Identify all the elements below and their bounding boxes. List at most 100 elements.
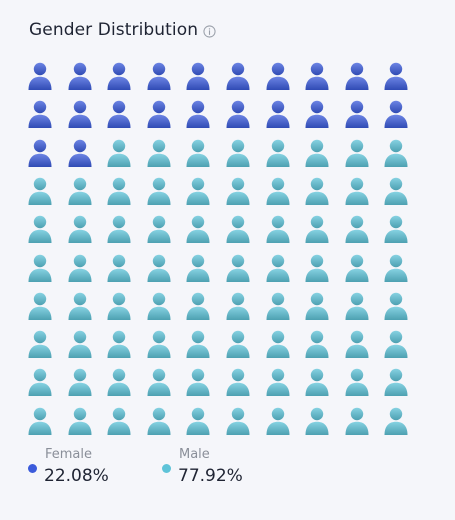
person-icon-male — [68, 407, 92, 435]
person-icon-male — [345, 292, 369, 320]
person-icon-male — [226, 330, 250, 359]
person-icon-male — [266, 369, 290, 397]
male-legend-dot — [162, 464, 171, 473]
person-icon-male — [107, 177, 131, 205]
person-icon-male — [107, 369, 131, 397]
person-icon-male — [68, 369, 92, 397]
person-icon-female — [226, 101, 250, 129]
person-icon-male — [186, 330, 210, 359]
person-icon-female — [305, 101, 329, 129]
person-icon-male — [305, 139, 329, 167]
person-icon-male — [147, 369, 171, 397]
person-icon-male — [384, 215, 408, 244]
person-icon-male — [28, 177, 52, 205]
person-icon-male — [226, 215, 250, 244]
person-icon-male — [186, 177, 210, 205]
person-icon-female — [226, 62, 250, 90]
person-icon-male — [68, 330, 92, 359]
female-legend-dot — [28, 464, 37, 473]
person-icon-male — [107, 215, 131, 244]
person-icon-male — [226, 177, 250, 205]
person-icon-male — [345, 407, 369, 435]
person-icon-male — [147, 407, 171, 435]
person-icon-male — [384, 254, 408, 282]
person-icon-male — [226, 139, 250, 167]
person-icon-female — [28, 139, 52, 167]
info-circle-icon[interactable] — [203, 24, 216, 38]
person-icon-male — [226, 369, 250, 397]
person-icon-male — [147, 139, 171, 167]
person-icon-male — [266, 330, 290, 359]
person-icon-male — [345, 177, 369, 205]
person-icon-female — [186, 101, 210, 129]
person-icon-male — [28, 292, 52, 320]
person-icon-female — [266, 62, 290, 90]
person-icon-female — [68, 139, 92, 167]
person-icon-male — [266, 177, 290, 205]
person-icon-male — [226, 292, 250, 320]
person-icon-male — [345, 215, 369, 244]
person-icon-female — [305, 62, 329, 90]
person-icon-male — [28, 215, 52, 244]
person-icon-female — [147, 62, 171, 90]
person-icon-female — [384, 62, 408, 90]
person-icon-male — [68, 254, 92, 282]
person-icon-female — [68, 101, 92, 129]
person-icon-male — [107, 330, 131, 359]
person-icon-male — [226, 254, 250, 282]
female-legend-value: 22.08% — [44, 466, 109, 486]
person-icon-male — [68, 215, 92, 244]
chart-header: Gender Distribution — [29, 20, 216, 40]
person-icon-male — [384, 369, 408, 397]
person-icon-male — [384, 407, 408, 435]
person-icon-male — [107, 292, 131, 320]
person-icon-male — [266, 254, 290, 282]
person-icon-male — [186, 292, 210, 320]
person-icon-male — [147, 330, 171, 359]
person-icon-female — [345, 101, 369, 129]
person-icon-female — [147, 101, 171, 129]
person-icon-male — [186, 215, 210, 244]
person-icon-male — [305, 215, 329, 244]
person-icon-male — [305, 330, 329, 359]
person-icon-male — [345, 254, 369, 282]
person-icon-male — [345, 139, 369, 167]
person-icon-male — [147, 292, 171, 320]
person-icon-female — [107, 62, 131, 90]
person-icon-female — [107, 101, 131, 129]
person-icon-male — [345, 369, 369, 397]
person-icon-male — [305, 369, 329, 397]
person-icon-male — [266, 139, 290, 167]
person-icon-male — [28, 369, 52, 397]
person-icon-female — [68, 62, 92, 90]
person-icon-male — [384, 177, 408, 205]
person-icon-male — [28, 330, 52, 359]
person-icon-female — [186, 62, 210, 90]
person-icon-male — [384, 139, 408, 167]
person-icon-male — [226, 407, 250, 435]
person-icon-male — [305, 292, 329, 320]
male-legend-label: Male — [179, 447, 210, 462]
chart-title: Gender Distribution — [29, 20, 199, 40]
person-icon-male — [107, 407, 131, 435]
person-icon-male — [384, 292, 408, 320]
person-icon-male — [186, 139, 210, 167]
person-icon-female — [345, 62, 369, 90]
person-icon-female — [28, 62, 52, 90]
person-icon-male — [68, 177, 92, 205]
person-icon-male — [266, 407, 290, 435]
person-icon-male — [186, 254, 210, 282]
person-icon-female — [384, 101, 408, 129]
person-icon-male — [266, 215, 290, 244]
person-icon-male — [147, 215, 171, 244]
person-icon-male — [186, 407, 210, 435]
person-icon-male — [68, 292, 92, 320]
male-legend-value: 77.92% — [178, 466, 243, 486]
person-icon-male — [28, 254, 52, 282]
person-icon-male — [266, 292, 290, 320]
person-icon-female — [266, 101, 290, 129]
person-icon-male — [305, 407, 329, 435]
person-icon-male — [107, 139, 131, 167]
person-icon-female — [28, 101, 52, 129]
